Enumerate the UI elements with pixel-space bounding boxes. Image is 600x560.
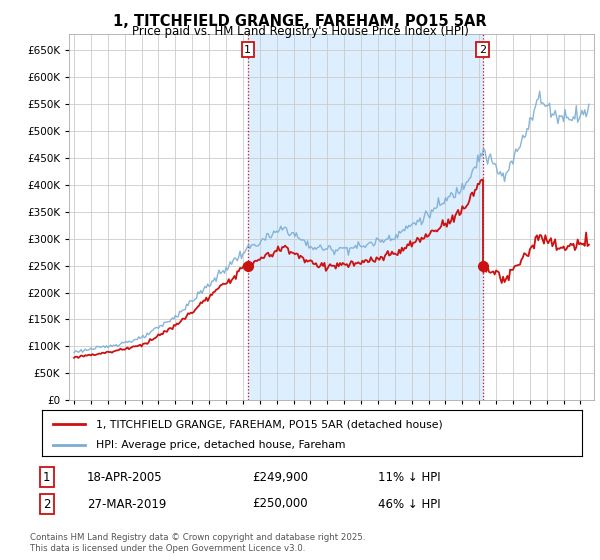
Text: £249,900: £249,900 <box>252 470 308 484</box>
Bar <box>248 34 483 400</box>
Text: £250,000: £250,000 <box>252 497 308 511</box>
Text: 1, TITCHFIELD GRANGE, FAREHAM, PO15 5AR (detached house): 1, TITCHFIELD GRANGE, FAREHAM, PO15 5AR … <box>96 419 443 430</box>
Text: 2: 2 <box>43 497 50 511</box>
Text: 27-MAR-2019: 27-MAR-2019 <box>87 497 166 511</box>
Text: HPI: Average price, detached house, Fareham: HPI: Average price, detached house, Fare… <box>96 440 346 450</box>
Text: 46% ↓ HPI: 46% ↓ HPI <box>378 497 440 511</box>
Text: 1, TITCHFIELD GRANGE, FAREHAM, PO15 5AR: 1, TITCHFIELD GRANGE, FAREHAM, PO15 5AR <box>113 14 487 29</box>
Text: 1: 1 <box>244 45 251 55</box>
Text: Contains HM Land Registry data © Crown copyright and database right 2025.
This d: Contains HM Land Registry data © Crown c… <box>30 533 365 553</box>
Text: Price paid vs. HM Land Registry's House Price Index (HPI): Price paid vs. HM Land Registry's House … <box>131 25 469 38</box>
Text: 2: 2 <box>479 45 486 55</box>
Text: 11% ↓ HPI: 11% ↓ HPI <box>378 470 440 484</box>
Text: 18-APR-2005: 18-APR-2005 <box>87 470 163 484</box>
Text: 1: 1 <box>43 470 50 484</box>
